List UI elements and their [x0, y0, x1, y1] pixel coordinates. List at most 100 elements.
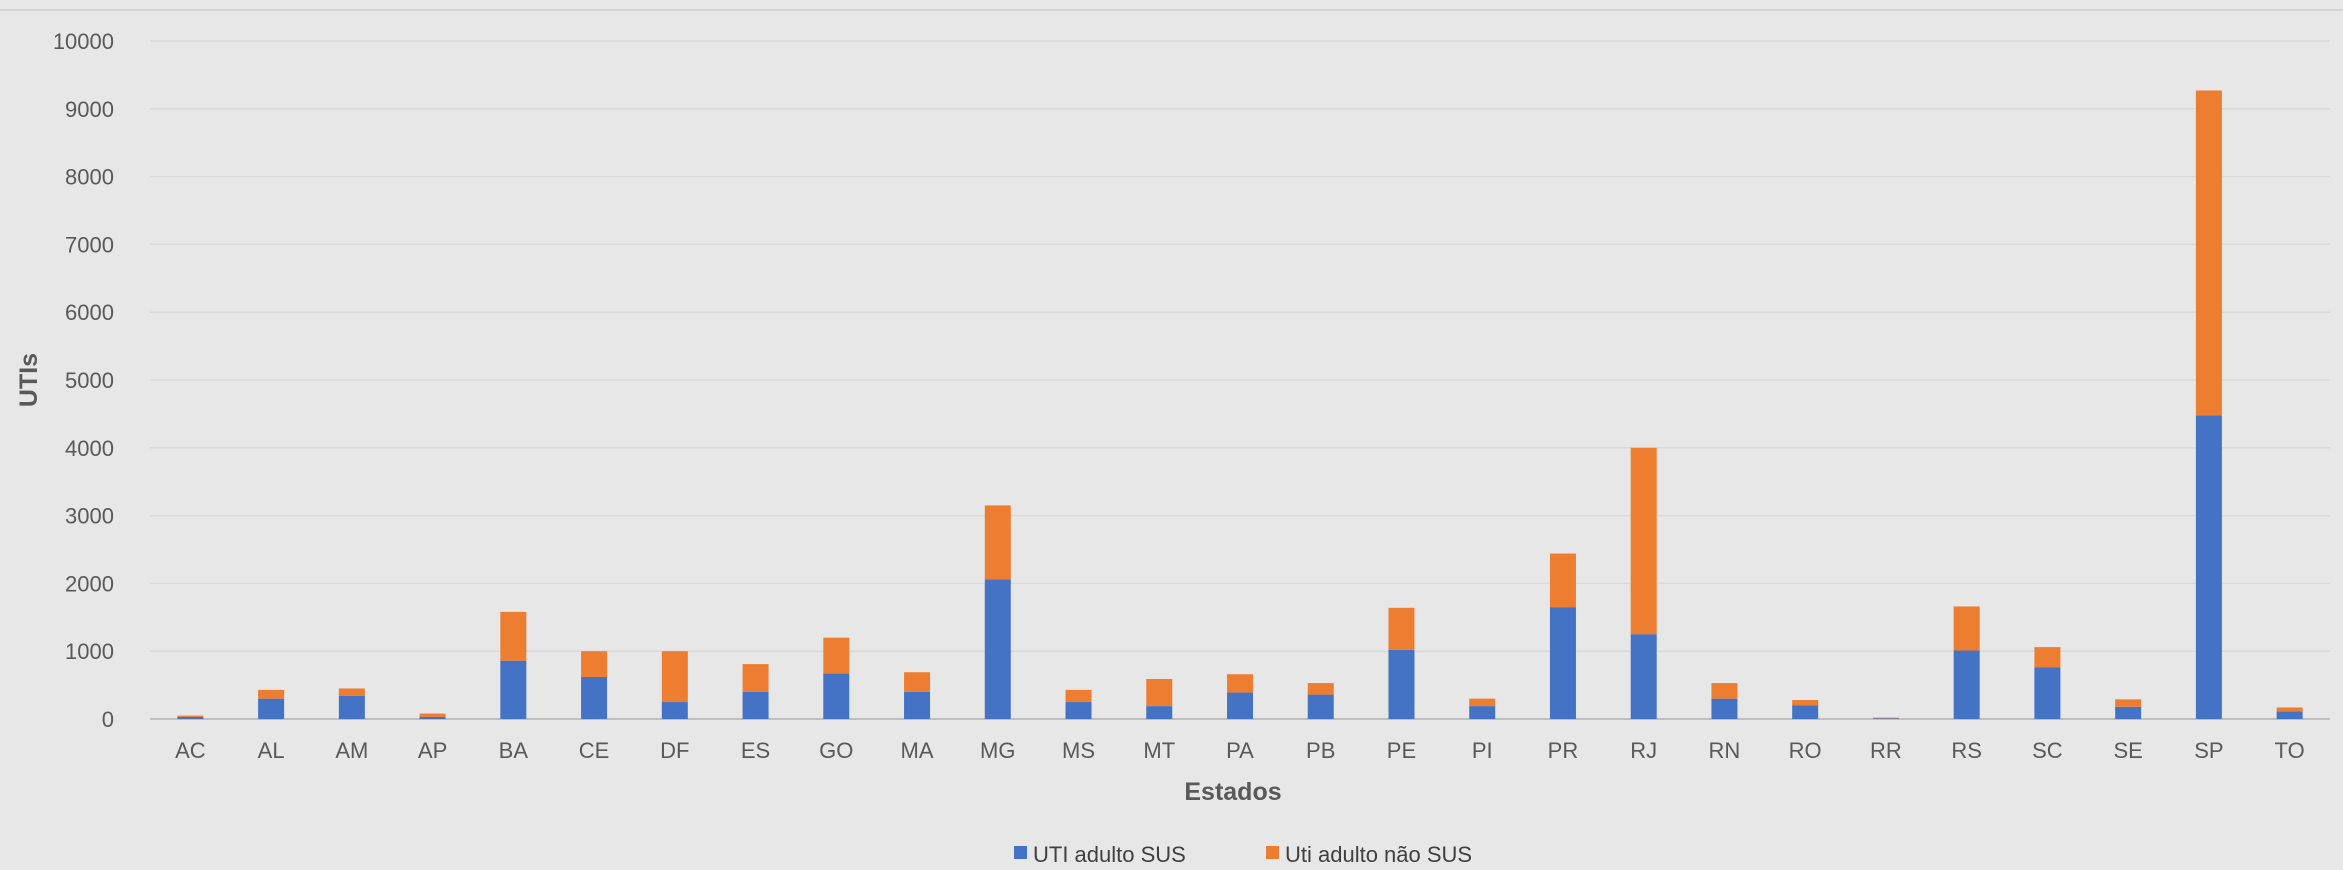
bar-mt-series-2	[1146, 679, 1172, 706]
y-tick-label: 4000	[65, 436, 114, 461]
x-axis-title: Estados	[1184, 778, 1281, 806]
bar-ma-series-2	[904, 672, 930, 692]
bar-es-series-2	[743, 664, 769, 692]
bar-ce-series-2	[581, 651, 607, 677]
bar-mg-series-1	[985, 579, 1011, 719]
x-tick-label: MS	[1062, 738, 1095, 763]
bar-ap-series-2	[420, 714, 446, 717]
bar-ce-series-1	[581, 677, 607, 719]
bar-ms-series-2	[1066, 690, 1092, 702]
legend: UTI adulto SUS Uti adulto não SUS	[1014, 842, 1472, 865]
bars	[177, 90, 2302, 719]
bar-ap-series-1	[420, 717, 446, 719]
bar-rr-series-2	[1873, 718, 1899, 719]
bar-sc-series-2	[2034, 647, 2060, 667]
bar-ac-series-1	[177, 717, 203, 719]
legend-swatch	[1014, 846, 1027, 859]
y-tick-label: 5000	[65, 368, 114, 393]
gridlines	[150, 41, 2330, 719]
x-tick-label: AM	[335, 738, 368, 763]
x-tick-label: GO	[819, 738, 853, 763]
x-tick-label: AP	[418, 738, 447, 763]
bar-pi-series-2	[1469, 699, 1495, 706]
legend-swatch	[1266, 846, 1279, 859]
x-tick-label: RO	[1789, 738, 1822, 763]
y-axis-title: UTIs	[15, 353, 43, 407]
x-tick-label: AC	[175, 738, 206, 763]
bar-df-series-1	[662, 702, 688, 719]
bar-pb-series-1	[1308, 695, 1334, 719]
x-tick-label: PE	[1387, 738, 1416, 763]
bar-rs-series-1	[1954, 651, 1980, 719]
bar-go-series-1	[823, 674, 849, 719]
x-tick-label: SP	[2194, 738, 2223, 763]
y-tick-label: 6000	[65, 300, 114, 325]
x-tick-label: PB	[1306, 738, 1335, 763]
y-tick-label: 0	[102, 707, 114, 732]
bar-sp-series-1	[2196, 415, 2222, 719]
y-axis-ticks: 0 1000 2000 3000 4000 5000 6000 7000 8000 9000 100…	[53, 29, 114, 732]
bar-am-series-1	[339, 696, 365, 719]
bar-al-series-1	[258, 699, 284, 719]
bar-pa-series-1	[1227, 693, 1253, 719]
bar-ba-series-1	[500, 661, 526, 719]
x-tick-label: RJ	[1630, 738, 1657, 763]
x-tick-label: ES	[741, 738, 770, 763]
bar-rn-series-1	[1711, 699, 1737, 719]
bar-se-series-1	[2115, 707, 2141, 719]
x-tick-label: RN	[1709, 738, 1741, 763]
x-tick-label: PI	[1472, 738, 1493, 763]
x-tick-label: RS	[1951, 738, 1982, 763]
bar-pe-series-1	[1388, 650, 1414, 719]
bar-rr-series-1	[1873, 718, 1899, 719]
y-tick-label: 3000	[65, 504, 114, 529]
x-tick-label: MT	[1143, 738, 1175, 763]
x-tick-label: CE	[579, 738, 610, 763]
bar-go-series-2	[823, 638, 849, 674]
bar-am-series-2	[339, 688, 365, 695]
y-tick-label: 1000	[65, 639, 114, 664]
bar-sp-series-2	[2196, 90, 2222, 415]
y-tick-label: 10000	[53, 29, 114, 54]
bar-pa-series-2	[1227, 674, 1253, 692]
bar-se-series-2	[2115, 699, 2141, 706]
bar-rs-series-2	[1954, 606, 1980, 650]
bar-rj-series-1	[1631, 634, 1657, 719]
x-tick-label: PR	[1548, 738, 1579, 763]
bar-mt-series-1	[1146, 706, 1172, 719]
bar-ac-series-2	[177, 716, 203, 717]
y-tick-label: 8000	[65, 165, 114, 190]
x-tick-label: MG	[980, 738, 1015, 763]
x-tick-label: SC	[2032, 738, 2063, 763]
bar-es-series-1	[743, 692, 769, 719]
bar-al-series-2	[258, 690, 284, 699]
y-tick-label: 7000	[65, 232, 114, 257]
bar-sc-series-1	[2034, 667, 2060, 719]
legend-label: UTI adulto SUS	[1033, 842, 1186, 865]
bar-ro-series-2	[1792, 700, 1818, 705]
bar-mg-series-2	[985, 505, 1011, 579]
bar-to-series-2	[2277, 707, 2303, 711]
bar-rn-series-2	[1711, 683, 1737, 699]
bar-pe-series-2	[1388, 608, 1414, 650]
bar-df-series-2	[662, 651, 688, 702]
x-tick-label: TO	[2275, 738, 2305, 763]
y-tick-label: 9000	[65, 97, 114, 122]
bar-pb-series-2	[1308, 683, 1334, 695]
x-tick-label: PA	[1226, 738, 1254, 763]
bar-ro-series-1	[1792, 705, 1818, 719]
x-tick-label: RR	[1870, 738, 1902, 763]
y-tick-label: 2000	[65, 571, 114, 596]
bar-pr-series-1	[1550, 607, 1576, 719]
bar-ms-series-1	[1066, 702, 1092, 719]
bar-pi-series-1	[1469, 706, 1495, 719]
x-tick-label: DF	[660, 738, 689, 763]
legend-label: Uti adulto não SUS	[1285, 842, 1472, 865]
x-tick-label: AL	[258, 738, 285, 763]
bar-ma-series-1	[904, 692, 930, 719]
x-axis-ticks: AC AL AM AP BA CE DF ES GO MA MG MS MT PA PB PE PI PR RJ RN…	[175, 738, 2305, 763]
bar-rj-series-2	[1631, 448, 1657, 634]
x-tick-label: BA	[499, 738, 529, 763]
